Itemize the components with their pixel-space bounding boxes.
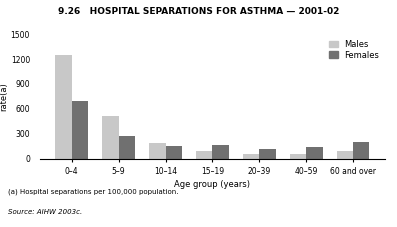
Bar	[290, 154, 306, 159]
Bar	[102, 116, 119, 159]
Legend: Males, Females: Males, Females	[328, 38, 381, 61]
Bar	[56, 55, 72, 159]
Bar	[259, 149, 276, 159]
Text: Source: AIHW 2003c.: Source: AIHW 2003c.	[8, 209, 82, 215]
Bar	[212, 145, 229, 159]
Text: 9.26   HOSPITAL SEPARATIONS FOR ASTHMA — 2001-02: 9.26 HOSPITAL SEPARATIONS FOR ASTHMA — 2…	[58, 7, 339, 16]
Bar	[337, 151, 353, 159]
Bar	[166, 146, 182, 159]
Bar	[353, 142, 369, 159]
Bar	[196, 151, 212, 159]
Bar	[243, 154, 259, 159]
Bar	[72, 101, 88, 159]
Y-axis label: rate(a): rate(a)	[0, 82, 8, 111]
Text: (a) Hospital separations per 100,000 population.: (a) Hospital separations per 100,000 pop…	[8, 188, 178, 195]
Bar	[119, 136, 135, 159]
Bar	[149, 143, 166, 159]
X-axis label: Age group (years): Age group (years)	[174, 180, 251, 189]
Bar	[306, 147, 322, 159]
